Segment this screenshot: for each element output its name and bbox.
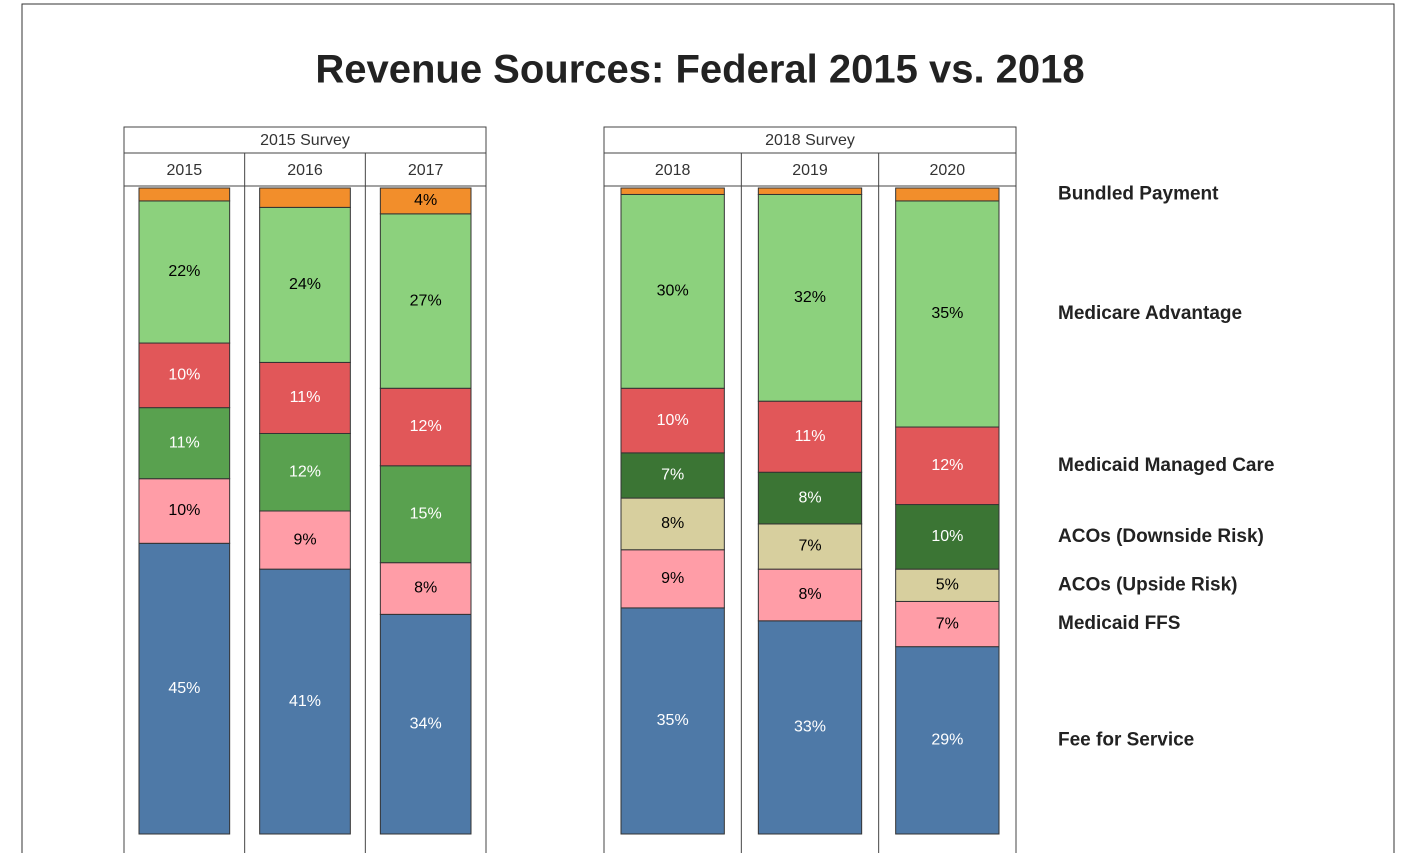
data-label: 29% <box>931 732 963 749</box>
bar-segment <box>379 213 472 389</box>
bar-segment <box>620 497 725 551</box>
data-label: 9% <box>293 531 316 548</box>
bar-segment <box>757 187 863 195</box>
data-label: 8% <box>798 489 821 506</box>
data-label: 30% <box>657 283 689 300</box>
column-label: 2020 <box>930 162 966 179</box>
legend-label: Fee for Service <box>1058 729 1194 750</box>
data-label: 7% <box>798 538 821 555</box>
bar-segment <box>895 646 1000 835</box>
bar-segment <box>757 471 863 525</box>
bar-segment <box>620 607 725 835</box>
legend-label: Bundled Payment <box>1058 183 1219 204</box>
data-label: 9% <box>661 570 684 587</box>
data-label: 45% <box>168 680 200 697</box>
data-label: 33% <box>794 719 826 736</box>
bar-segment <box>138 342 231 409</box>
legend-label: Medicaid FFS <box>1058 613 1180 634</box>
data-label: 34% <box>410 715 442 732</box>
data-label: 35% <box>931 305 963 322</box>
data-label: 11% <box>795 428 826 445</box>
data-label: 8% <box>414 580 437 597</box>
column-label: 2016 <box>287 162 323 179</box>
bar-segment <box>259 510 351 570</box>
data-label: 11% <box>290 389 321 406</box>
data-label: 10% <box>168 502 200 519</box>
bar-segment <box>138 200 231 344</box>
bar-segment <box>620 549 725 609</box>
data-label: 7% <box>661 467 684 484</box>
data-label: 8% <box>661 515 684 532</box>
panel-title: 2018 Survey <box>765 132 855 149</box>
bar-segment <box>895 568 1000 602</box>
data-label: 8% <box>798 586 821 603</box>
data-label: 7% <box>936 615 959 632</box>
panel-border <box>603 126 1017 853</box>
bar-segment <box>259 206 351 363</box>
bar-segment <box>757 620 863 835</box>
data-label: 12% <box>931 457 963 474</box>
legend-label: ACOs (Upside Risk) <box>1058 574 1237 595</box>
bar-segment <box>620 452 725 499</box>
panel-title: 2015 Survey <box>260 132 350 149</box>
data-label: 32% <box>794 289 826 306</box>
bar-segment <box>138 542 231 835</box>
column-label: 2018 <box>655 162 691 179</box>
legend-label: Medicare Advantage <box>1058 303 1242 324</box>
bar-segment <box>138 187 231 202</box>
frame <box>21 3 1395 853</box>
bar-segment <box>620 193 725 389</box>
bar-segment <box>895 504 1000 570</box>
bar-segment <box>379 187 472 215</box>
data-label: 10% <box>931 528 963 545</box>
data-label: 5% <box>936 577 959 594</box>
bar-segment <box>259 187 351 208</box>
bar-segment <box>379 387 472 467</box>
data-label: 12% <box>410 418 442 435</box>
data-label: 10% <box>657 412 689 429</box>
bar-segment <box>138 407 231 480</box>
legend-label: Medicaid Managed Care <box>1058 455 1274 476</box>
data-label: 12% <box>289 463 321 480</box>
data-label: 41% <box>289 693 321 710</box>
bar-segment <box>259 432 351 512</box>
bar-segment <box>895 426 1000 506</box>
bar-segment <box>757 400 863 473</box>
bar-segment <box>757 523 863 570</box>
chart-title: Revenue Sources: Federal 2015 vs. 2018 <box>315 48 1084 92</box>
bar-segment <box>379 465 472 564</box>
data-label: 10% <box>168 367 200 384</box>
column-label: 2015 <box>167 162 203 179</box>
column-label: 2017 <box>408 162 444 179</box>
bar-segment <box>895 200 1000 428</box>
column-label: 2019 <box>792 162 828 179</box>
bar-segment <box>138 478 231 544</box>
panel-border <box>123 126 487 853</box>
data-label: 4% <box>414 192 437 209</box>
bar-segment <box>379 613 472 835</box>
bar-segment <box>895 187 1000 202</box>
bar-segment <box>620 187 725 195</box>
data-label: 22% <box>168 263 200 280</box>
data-label: 24% <box>289 276 321 293</box>
bar-segment <box>379 562 472 615</box>
data-label: 11% <box>169 434 200 451</box>
data-label: 35% <box>657 712 689 729</box>
bar-segment <box>259 361 351 434</box>
bar-segment <box>620 387 725 454</box>
data-label: 27% <box>410 292 442 309</box>
bar-segment <box>757 193 863 402</box>
legend-label: ACOs (Downside Risk) <box>1058 526 1264 547</box>
data-label: 15% <box>410 505 442 522</box>
